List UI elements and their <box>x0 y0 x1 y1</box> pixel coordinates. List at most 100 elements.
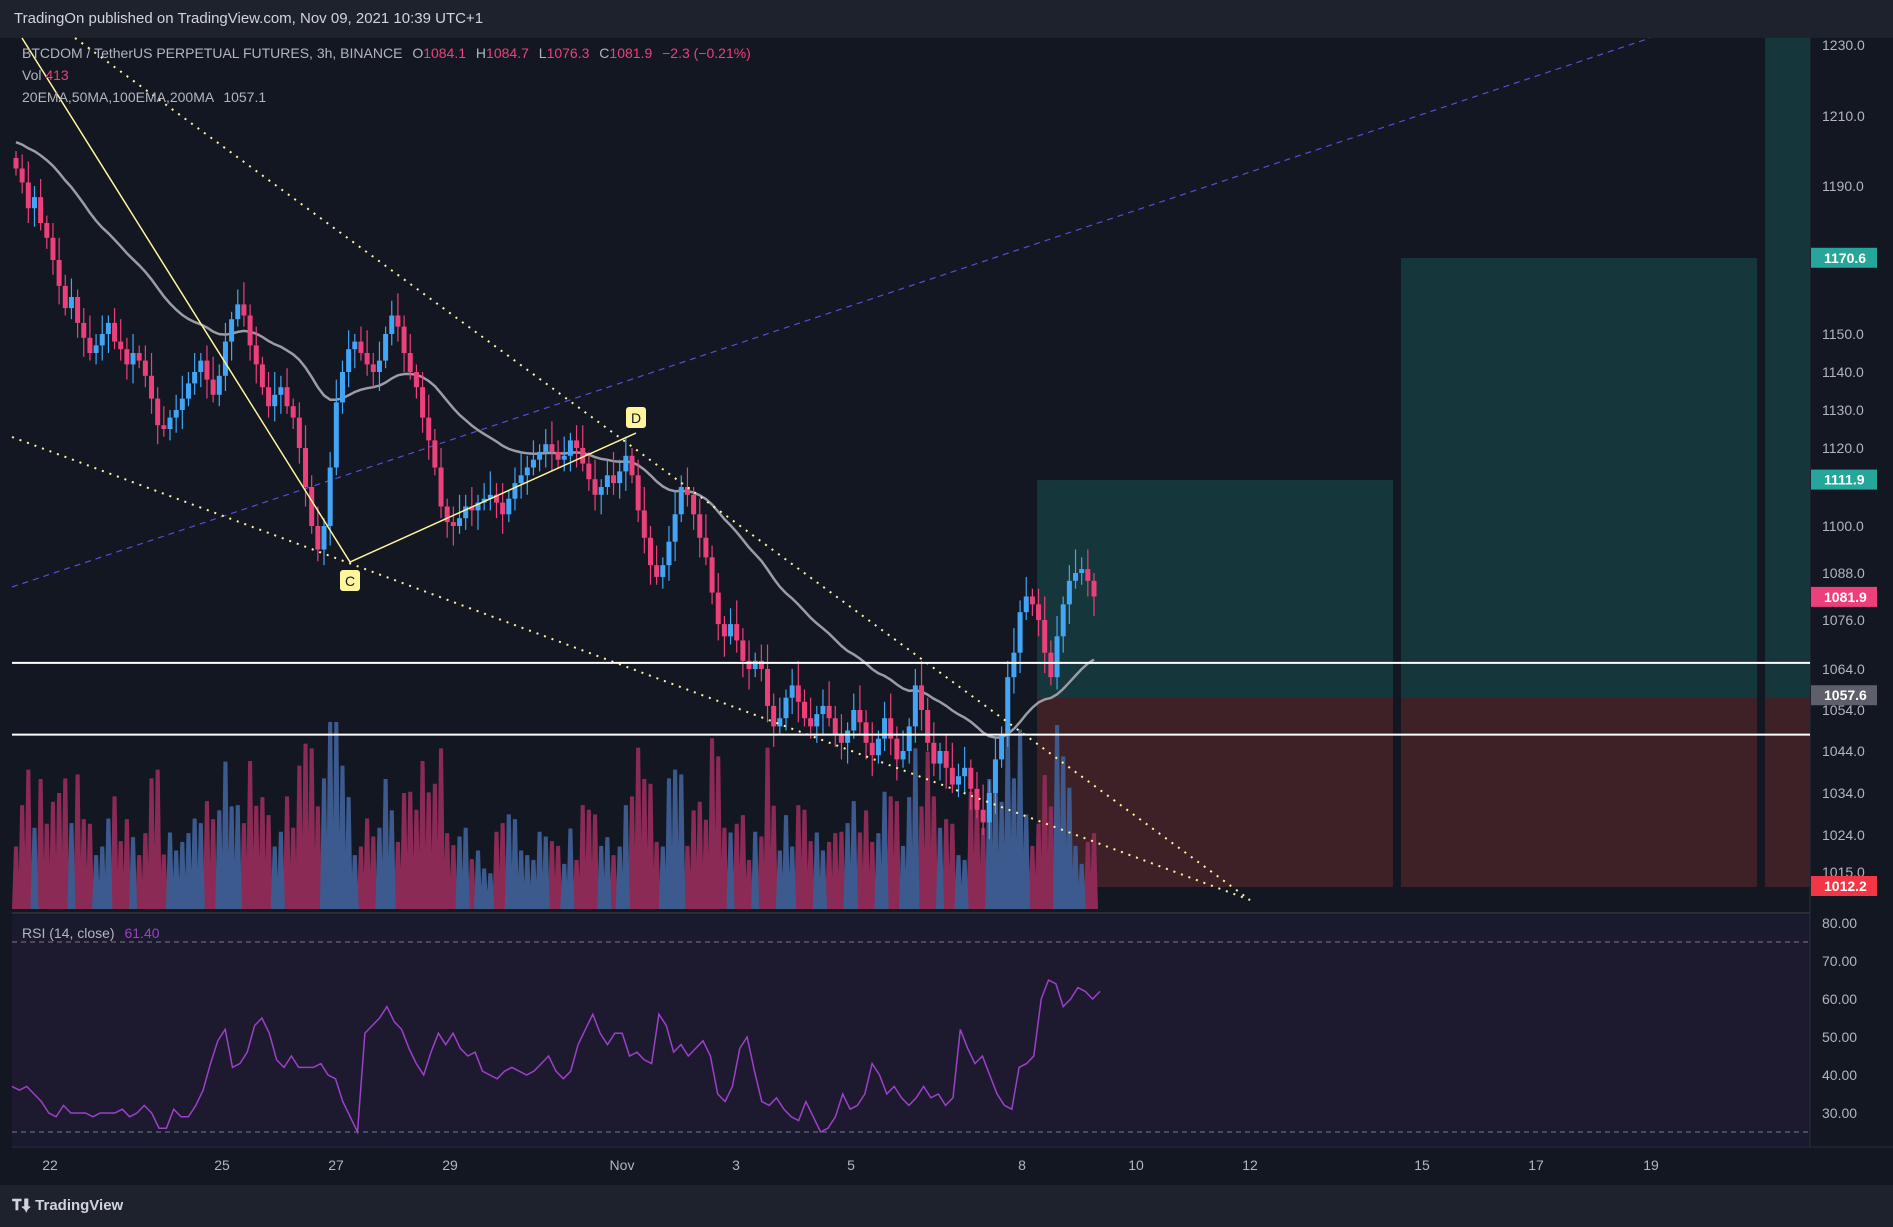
candle-body[interactable] <box>50 237 56 260</box>
candle-body[interactable] <box>537 451 543 460</box>
candle-body[interactable] <box>463 506 469 519</box>
candle-body[interactable] <box>438 467 444 507</box>
candle-body[interactable] <box>1042 620 1048 653</box>
candle-body[interactable] <box>580 448 586 464</box>
candle-body[interactable] <box>543 444 549 452</box>
candle-body[interactable] <box>672 514 678 542</box>
candle-body[interactable] <box>925 710 931 743</box>
candle-body[interactable] <box>660 565 666 577</box>
candle-body[interactable] <box>500 502 506 515</box>
candle-body[interactable] <box>820 705 826 715</box>
candle-body[interactable] <box>493 494 499 503</box>
candle-body[interactable] <box>555 451 561 460</box>
candle-body[interactable] <box>746 660 752 669</box>
target-zone-2[interactable] <box>1401 258 1757 698</box>
candle-body[interactable] <box>777 718 783 727</box>
candle-body[interactable] <box>278 387 284 395</box>
candle-body[interactable] <box>1085 569 1091 581</box>
candle-body[interactable] <box>136 353 142 361</box>
candle-body[interactable] <box>358 341 364 353</box>
candle-body[interactable] <box>389 315 395 335</box>
candle-body[interactable] <box>826 705 832 719</box>
stop-zone-2[interactable] <box>1401 698 1757 887</box>
candle-body[interactable] <box>845 730 851 743</box>
candle-body[interactable] <box>339 372 345 403</box>
candle-body[interactable] <box>327 467 333 527</box>
candle-body[interactable] <box>955 776 961 785</box>
candle-body[interactable] <box>241 304 247 316</box>
candle-body[interactable] <box>721 624 727 637</box>
candle-body[interactable] <box>198 360 204 372</box>
candle-body[interactable] <box>401 326 407 353</box>
candle-body[interactable] <box>333 402 339 468</box>
candle-body[interactable] <box>303 448 309 487</box>
candle-body[interactable] <box>654 565 660 577</box>
candle-body[interactable] <box>142 360 148 376</box>
candle-body[interactable] <box>266 387 272 407</box>
channel-line[interactable] <box>11 37 1651 588</box>
time-axis[interactable]: 22 25 27 29 Nov 3 5 8 10 12 15 17 19 <box>42 1157 1659 1173</box>
candle-body[interactable] <box>149 375 155 399</box>
candle-body[interactable] <box>383 334 389 361</box>
candle-body[interactable] <box>272 394 278 407</box>
candle-body[interactable] <box>795 685 801 702</box>
wedge-upper-line[interactable] <box>74 37 1251 901</box>
candle-body[interactable] <box>167 417 173 429</box>
candle-body[interactable] <box>173 410 179 418</box>
candle-body[interactable] <box>1079 569 1085 573</box>
pattern-point-d[interactable] <box>626 407 646 428</box>
candle-body[interactable] <box>19 168 25 183</box>
pattern-legs[interactable] <box>21 37 637 563</box>
candle-body[interactable] <box>561 455 567 460</box>
candle-body[interactable] <box>728 624 734 637</box>
candle-body[interactable] <box>309 487 315 526</box>
candle-body[interactable] <box>99 334 105 346</box>
candle-body[interactable] <box>968 767 974 789</box>
candle-body[interactable] <box>31 197 37 209</box>
candle-body[interactable] <box>204 360 210 380</box>
candle-body[interactable] <box>105 322 111 334</box>
candle-body[interactable] <box>906 726 912 751</box>
candle-body[interactable] <box>943 751 949 768</box>
candle-body[interactable] <box>574 440 580 448</box>
candle-body[interactable] <box>986 793 992 823</box>
candle-body[interactable] <box>869 742 875 756</box>
candle-body[interactable] <box>247 315 253 346</box>
candle-body[interactable] <box>567 440 573 456</box>
candle-body[interactable] <box>697 514 703 538</box>
candle-body[interactable] <box>598 487 604 495</box>
candle-body[interactable] <box>1011 652 1017 678</box>
candle-body[interactable] <box>949 767 955 785</box>
candle-body[interactable] <box>740 640 746 661</box>
candle-body[interactable] <box>370 364 376 372</box>
candle-body[interactable] <box>253 345 259 365</box>
target-zone-3[interactable] <box>1765 38 1810 698</box>
candle-body[interactable] <box>487 494 493 499</box>
price-chart[interactable]: C D 1230.0 1210.0 1190.0 1150.0 1140.0 1130.0… <box>0 0 1893 1185</box>
candle-body[interactable] <box>1029 596 1035 605</box>
candle-body[interactable] <box>851 710 857 731</box>
candle-body[interactable] <box>900 751 906 760</box>
candle-body[interactable] <box>364 353 370 365</box>
candle-body[interactable] <box>814 714 820 727</box>
candle-body[interactable] <box>407 353 413 372</box>
candle-body[interactable] <box>210 379 216 395</box>
candle-body[interactable] <box>709 557 715 593</box>
candle-body[interactable] <box>666 541 672 566</box>
candle-body[interactable] <box>13 158 19 169</box>
candle-body[interactable] <box>1036 604 1042 620</box>
candle-body[interactable] <box>857 710 863 723</box>
candle-body[interactable] <box>912 685 918 727</box>
candle-body[interactable] <box>888 718 894 739</box>
candle-body[interactable] <box>863 722 869 743</box>
candle-body[interactable] <box>222 341 228 376</box>
candle-body[interactable] <box>296 417 302 448</box>
candle-body[interactable] <box>789 685 795 698</box>
candle-body[interactable] <box>444 506 450 523</box>
candle-body[interactable] <box>376 360 382 372</box>
candle-body[interactable] <box>771 705 777 727</box>
candle-body[interactable] <box>290 406 296 418</box>
candle-body[interactable] <box>112 322 118 342</box>
candle-body[interactable] <box>1054 636 1060 678</box>
volume-legend[interactable]: Vol 413 <box>22 67 69 83</box>
